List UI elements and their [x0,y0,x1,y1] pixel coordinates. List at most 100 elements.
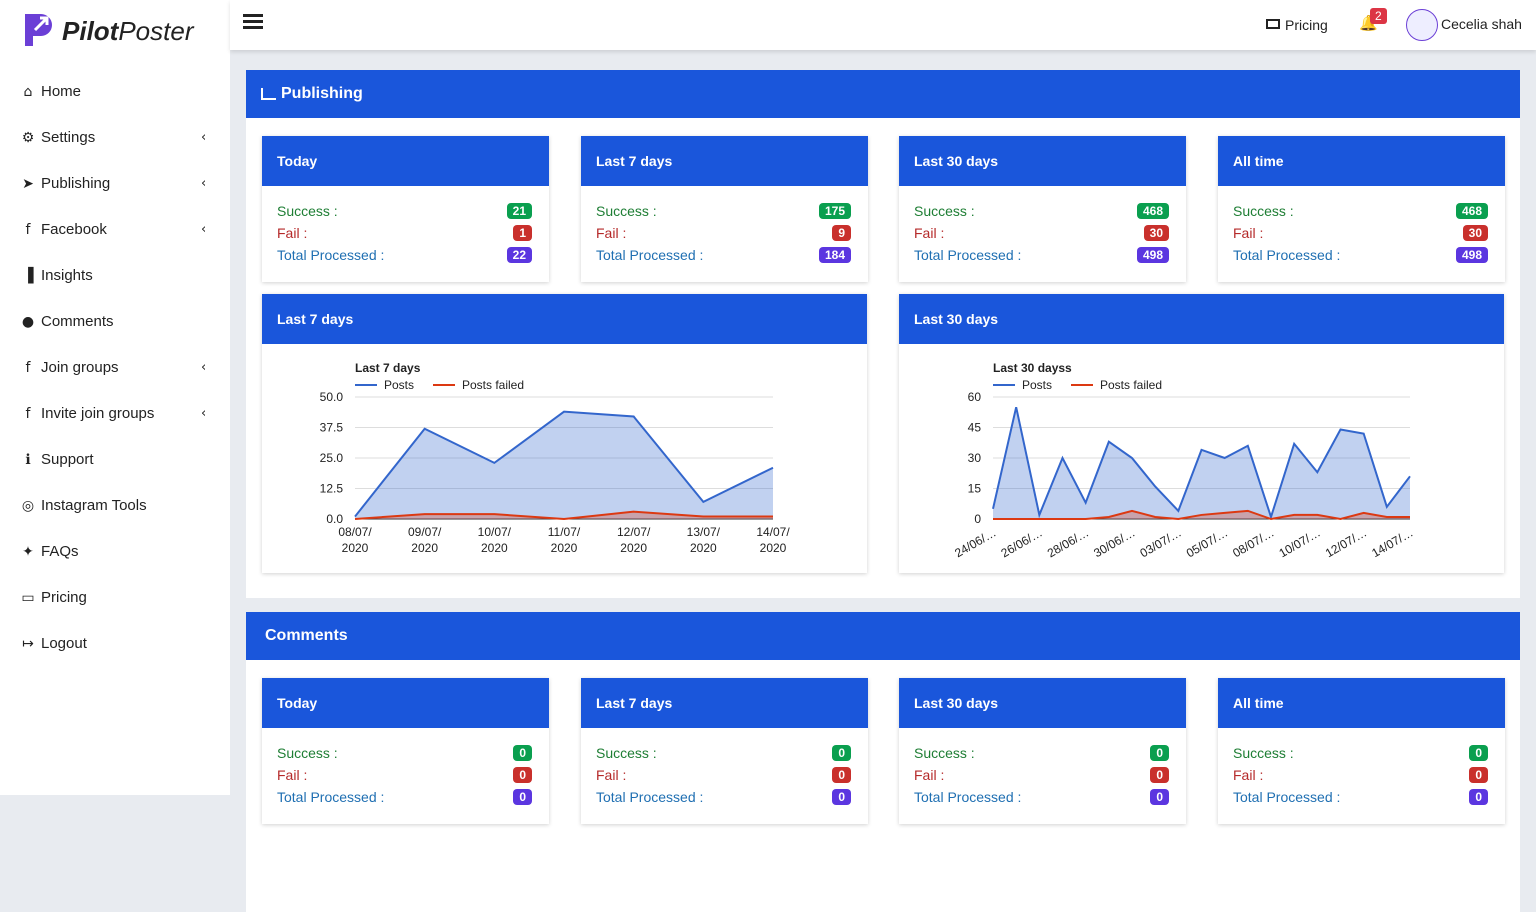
menu-item[interactable]: ✦ FAQs [0,537,230,567]
y-tick-label: 50.0 [320,390,344,404]
stat-row: Total Processed : 0 [596,788,851,806]
stat-row: Total Processed : 22 [277,246,532,264]
stat-label: Success : [277,203,338,219]
chart: Last 30 dayss Posts Posts failed 0 15 30 45 60 2… [952,361,1415,560]
menu-toggle[interactable] [243,14,263,17]
chevron: ‹ [201,130,207,145]
user-name[interactable]: Cecelia shah [1441,16,1522,32]
stat-label: Fail : [1233,225,1264,241]
stat-card: All time Success :0 Fail :0 Total Processed… [1218,678,1505,824]
stat-badge: 9 [832,225,851,241]
chevron: ‹ [201,222,207,237]
stat-label: Fail : [914,225,945,241]
stat-badge: 0 [832,767,851,783]
menu-label: Insights [41,267,93,284]
menu-item[interactable]: f Join groups ‹ [0,353,230,383]
stat-row: Success : 468 [914,202,1169,220]
stat-label: Fail : [277,225,308,241]
stat-card: Today Success : 0 Fail : 0 Total Processed : 0 [262,678,549,824]
chart-body: Last 7 days Posts Posts failed 0.0 12.5 25.0 3… [262,344,867,573]
menu-item[interactable]: ● Comments [0,307,230,337]
stat-row: Fail : 0 [596,766,851,784]
chart: Last 7 days Posts Posts failed 0.0 12.5 25.0 3… [320,361,774,526]
menu-icon: ℹ [25,452,31,468]
x-tick-label: 10/07/2020 [477,525,512,555]
menu-icon: ◎ [21,498,35,514]
stat-label: Fail : [1233,767,1264,783]
menu-item[interactable]: ▭ Pricing [0,583,230,613]
stat-row: Total Processed : 0 [1233,788,1488,806]
menu-label: Support [41,451,94,468]
notification-badge: 2 [1370,8,1387,24]
menu-item[interactable]: f Invite join groups ‹ [0,399,230,429]
card-title: Today [262,678,549,728]
stat-label: Success : [914,745,975,761]
stat-label: Fail : [914,767,945,783]
stat-row: Fail : 1 [277,224,532,242]
stat-card: Today Success : 21 Fail : 1 Total Processed :… [262,136,549,282]
stat-label: Fail : [277,767,308,783]
sidebar: PilotPoster ⌂ Home ⚙ Settings ‹ ➤ Publishing ‹ f… [0,0,230,795]
y-tick-label: 0.0 [326,512,343,526]
stat-badge: 0 [1150,745,1169,761]
stat-label: Success : [1233,203,1294,219]
menu-item[interactable]: ⚙ Settings ‹ [0,123,230,153]
area [993,407,1410,519]
menu-item[interactable]: ➤ Publishing ‹ [0,169,230,199]
logo-icon [25,14,52,46]
menu-icon: f [25,406,31,422]
pricing-link[interactable]: Pricing [1285,17,1328,33]
stat-row: Success : 0 [277,744,532,762]
card-title: Last 7 days [581,136,868,186]
menu-label: Logout [41,635,87,652]
menu-item[interactable]: f Facebook ‹ [0,215,230,245]
menu-label: Publishing [41,175,111,192]
stat-row: Success : 0 [914,744,1169,762]
x-tick-label: 12/07/2020 [616,525,651,555]
stat-badge: 21 [506,203,532,219]
stat-row: Fail : 30 [914,224,1169,242]
x-tick-label: 08/07/2020 [338,525,372,555]
stat-label: Total Processed : [1233,247,1341,263]
logo-bold: Pilot [62,16,119,46]
stat-badge: 30 [1462,225,1488,241]
x-tick-label: 08/07/… [1230,525,1276,560]
stat-label: Total Processed : [914,789,1022,805]
avatar[interactable] [1406,9,1438,41]
stat-badge: 498 [1136,247,1169,263]
menu-item[interactable]: ⌂ Home [0,77,230,107]
menu-icon: f [25,222,31,238]
section-panel: Publishing Today Success : 21 Fail : 1 Total P… [246,70,1520,598]
card-title: All time [1218,136,1505,186]
stat-row: Fail : 9 [596,224,851,242]
chevron: ‹ [201,360,207,375]
chart-title: Last 7 days [355,361,421,375]
stat-label: Success : [596,203,657,219]
line [354,410,774,518]
logo: PilotPoster [62,16,194,47]
menu-icon: ● [21,314,35,330]
stat-label: Total Processed : [596,247,704,263]
x-tick-label: 14/07/… [1369,525,1415,560]
y-tick-label: 60 [968,390,982,404]
menu-item[interactable]: ◎ Instagram Tools [0,491,230,521]
stat-badge: 22 [506,247,532,263]
chart-card: Last 30 days Last 30 dayss Posts Posts fail… [899,294,1504,573]
stat-card: Last 30 days Success : 468 Fail : 30 Total Pr… [899,136,1186,282]
x-tick-label: 14/07/2020 [756,525,790,555]
stat-badge: 175 [818,203,851,219]
menu-icon: ↦ [22,636,34,652]
menu-item[interactable]: ↦ Logout [0,629,230,659]
area [355,411,773,519]
menu-item[interactable]: ℹ Support [0,445,230,475]
menu-label: Pricing [41,589,87,606]
y-tick-label: 25.0 [320,451,344,465]
x-tick-label: 28/06/… [1045,525,1091,560]
menu-item[interactable]: ▐ Insights [0,261,230,291]
topbar: Pricing 🔔 2 Cecelia shah [230,0,1536,50]
stat-row: Success : 468 [1233,202,1488,220]
section-icon [261,88,276,100]
stat-badge: 498 [1455,247,1488,263]
stat-label: Total Processed : [1233,789,1341,805]
